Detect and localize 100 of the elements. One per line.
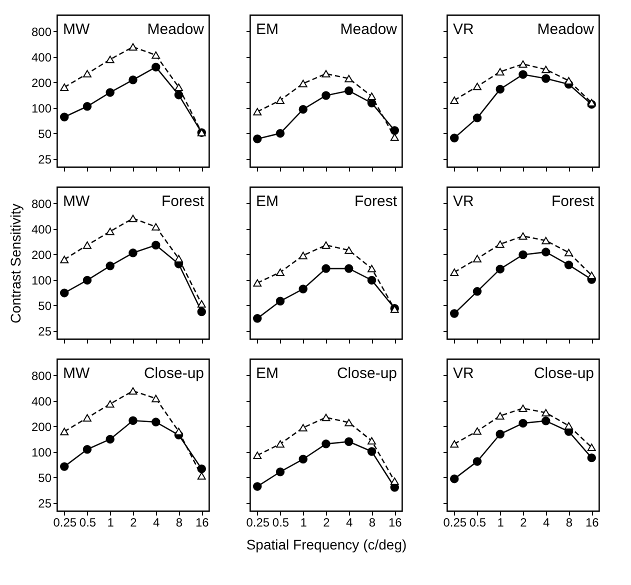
- annotation: Meadow: [147, 21, 204, 38]
- x-tick-label: 0.25: [246, 516, 270, 530]
- point: [60, 428, 69, 436]
- point: [322, 70, 330, 78]
- point: [174, 90, 184, 100]
- point: [542, 408, 550, 416]
- y-tick-label: 400: [31, 394, 52, 408]
- point: [298, 104, 308, 114]
- y-tick-label: 800: [31, 24, 52, 39]
- point: [518, 70, 528, 79]
- annotation: VR: [453, 21, 474, 38]
- annotation: MW: [63, 193, 90, 210]
- point: [473, 82, 482, 90]
- x-tick-label: 8: [368, 516, 376, 530]
- point: [472, 457, 482, 466]
- point: [60, 112, 69, 122]
- point: [253, 279, 262, 287]
- x-tick-label: 1: [300, 516, 308, 530]
- point: [298, 252, 308, 260]
- point: [542, 74, 550, 83]
- annotation: VR: [453, 365, 474, 382]
- point: [83, 414, 92, 422]
- x-tick-label: 2: [130, 516, 138, 530]
- x-tick-label: 2: [520, 516, 528, 530]
- point: [368, 264, 376, 272]
- point: [252, 482, 262, 491]
- point: [276, 128, 285, 138]
- x-tick-label: 4: [153, 516, 160, 530]
- point: [276, 268, 284, 276]
- y-tick-label: 25: [38, 324, 52, 338]
- y-tick-label: 100: [31, 273, 52, 288]
- point: [587, 444, 596, 452]
- x-tick-label: 16: [585, 516, 600, 530]
- annotation: Close-up: [336, 365, 397, 382]
- annotation: EM: [256, 21, 278, 38]
- point: [496, 240, 504, 248]
- x-tick-label: 4: [346, 516, 354, 530]
- x-tick-label: 1: [497, 516, 504, 530]
- annotation: Forest: [161, 193, 205, 210]
- x-tick-label: 0.5: [79, 516, 96, 530]
- x-tick-label: 1: [107, 516, 114, 530]
- point: [564, 260, 574, 270]
- x-tick-label: 0.25: [53, 516, 77, 530]
- y-tick-label: 50: [38, 470, 52, 485]
- point: [344, 74, 354, 82]
- point: [587, 98, 596, 106]
- point: [322, 264, 330, 273]
- point: [82, 102, 92, 111]
- y-tick-label: 400: [31, 50, 52, 64]
- point: [473, 427, 482, 435]
- point: [276, 296, 285, 306]
- point: [252, 134, 262, 144]
- point: [174, 84, 183, 91]
- point: [344, 437, 354, 446]
- annotation: EM: [256, 365, 278, 382]
- point: [564, 77, 573, 84]
- x-tick-label: 4: [543, 516, 550, 530]
- point: [564, 248, 573, 256]
- point: [542, 248, 550, 256]
- point: [390, 477, 399, 485]
- x-tick-label: 2: [323, 516, 330, 530]
- point: [450, 309, 459, 318]
- point: [253, 108, 262, 116]
- point: [106, 88, 114, 97]
- x-tick-label: 0.5: [469, 516, 486, 530]
- point: [82, 444, 92, 454]
- point: [106, 262, 114, 270]
- point: [322, 414, 330, 422]
- point: [152, 240, 160, 250]
- y-tick-label: 200: [31, 420, 52, 434]
- point: [322, 241, 330, 249]
- point: [106, 56, 114, 64]
- annotation: Meadow: [340, 21, 398, 38]
- y-axis-title: Contrast Sensitivity: [7, 204, 24, 324]
- point: [322, 91, 330, 100]
- point: [252, 314, 262, 323]
- point: [368, 92, 376, 100]
- point: [518, 250, 528, 260]
- point: [542, 416, 550, 426]
- annotation: Forest: [354, 193, 398, 210]
- y-tick-label: 100: [31, 101, 52, 116]
- y-tick-label: 100: [31, 445, 52, 460]
- point: [253, 452, 262, 460]
- point: [152, 394, 160, 402]
- y-tick-label: 800: [31, 196, 52, 211]
- annotation: VR: [453, 193, 474, 210]
- point: [344, 418, 354, 426]
- y-tick-label: 25: [38, 152, 52, 166]
- point: [450, 134, 459, 142]
- point: [197, 300, 206, 308]
- point: [174, 428, 183, 436]
- point: [518, 60, 528, 68]
- point: [197, 307, 206, 316]
- point: [496, 68, 504, 76]
- annotation: MW: [63, 21, 90, 38]
- point: [128, 76, 138, 84]
- y-tick-label: 400: [31, 222, 52, 236]
- y-tick-label: 50: [38, 126, 52, 141]
- point: [83, 241, 92, 249]
- point: [542, 236, 550, 244]
